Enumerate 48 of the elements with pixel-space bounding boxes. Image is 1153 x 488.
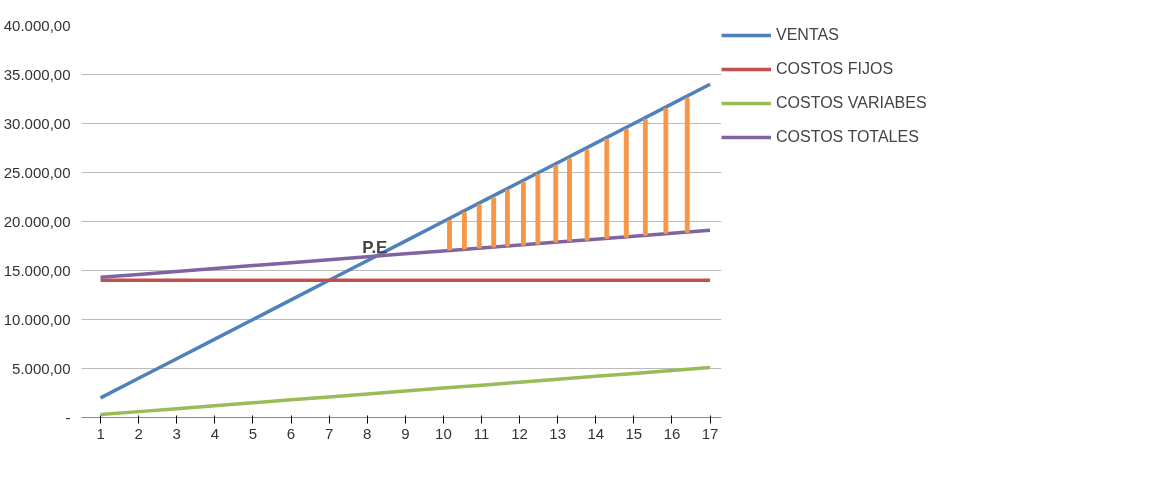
y-tick-label: 10.000,00 [3, 310, 71, 328]
legend-label: COSTOS TOTALES [776, 128, 919, 146]
y-tick-label: 35.000,00 [3, 65, 71, 83]
x-tick-label: 5 [248, 424, 258, 442]
x-tick-label: 8 [363, 424, 372, 442]
x-tick-label: 15 [625, 424, 643, 442]
y-tick-label: 5.000,00 [12, 359, 71, 377]
line-series [98, 365, 712, 417]
legend-label: COSTOS VARIABES [776, 94, 927, 112]
x-tick-label: 7 [324, 424, 334, 442]
annotation: P.E [362, 237, 388, 257]
x-tick-label: 10 [435, 424, 452, 442]
y-tick-label: 20.000,00 [3, 212, 71, 230]
x-tick-label: 1 [96, 424, 105, 442]
y-tick-label: 30.000,00 [3, 114, 71, 132]
x-tick-label: 3 [172, 424, 181, 442]
y-tick-label: - [65, 408, 71, 426]
x-tick-label: 9 [401, 424, 410, 442]
x-tick-label: 11 [473, 424, 490, 442]
x-tick-label: 12 [511, 424, 528, 442]
x-tick-label: 6 [286, 424, 296, 442]
x-tick-label: 17 [701, 424, 719, 442]
y-tick-label: 25.000,00 [3, 163, 71, 181]
bar [461, 212, 467, 250]
bar [684, 97, 690, 233]
bar [521, 181, 526, 246]
bar [604, 138, 610, 239]
legend-label: VENTAS [776, 26, 839, 44]
bar [642, 119, 648, 236]
x-tick-label: 4 [210, 424, 220, 442]
y-tick-label: 40.000,00 [3, 16, 71, 34]
line-series [98, 82, 712, 400]
y-tick-label: 15.000,00 [3, 261, 71, 279]
bar [623, 128, 629, 238]
bar [535, 173, 541, 245]
bar [567, 158, 572, 242]
bar [505, 189, 510, 247]
bar [663, 108, 669, 234]
x-tick-label: 2 [134, 424, 143, 442]
legend-label: COSTOS FIJOS [776, 60, 894, 78]
bar [491, 197, 497, 248]
x-tick-label: 13 [549, 424, 567, 442]
bar [584, 149, 590, 241]
x-tick-label: 14 [587, 424, 605, 442]
bar [447, 220, 452, 251]
x-tick-label: 16 [663, 424, 681, 442]
bar [476, 204, 482, 249]
bar [553, 165, 559, 243]
